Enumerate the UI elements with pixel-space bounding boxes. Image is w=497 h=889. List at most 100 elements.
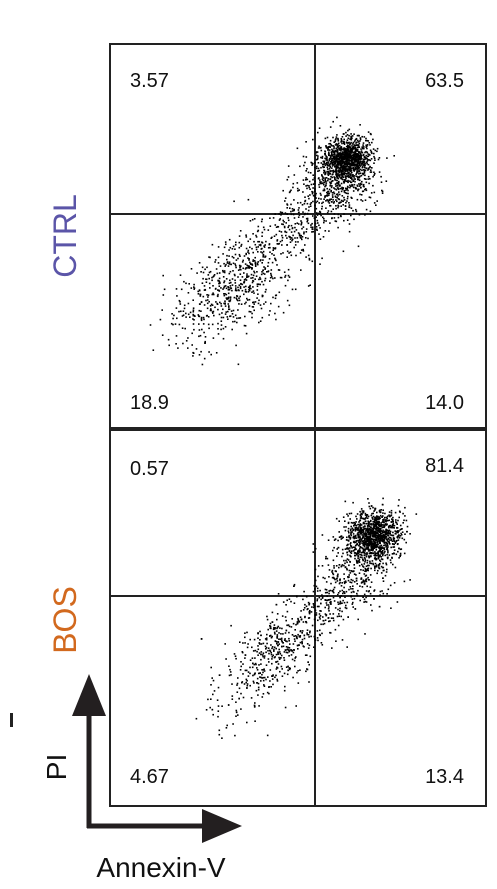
event-dot [293,230,296,233]
event-dot [180,288,183,291]
event-dot [219,281,221,284]
event-dot [388,514,390,516]
event-dot [352,190,355,192]
event-dot [200,310,202,312]
event-dot [294,629,296,631]
event-dot [339,168,342,171]
event-dot [365,565,368,567]
event-dot [162,274,164,277]
event-dot [340,538,343,540]
event-dot [361,180,363,183]
event-dot [228,261,231,263]
event-dot [298,233,301,235]
event-dot [340,159,343,162]
event-dot [360,164,362,166]
event-dot [360,150,363,152]
event-dot [339,173,341,176]
event-dot [335,188,338,191]
event-dot [234,279,236,282]
event-dot [360,508,363,510]
event-dot [252,259,255,261]
event-dot [223,271,226,274]
event-dot [328,152,330,155]
event-dot [331,165,334,167]
event-dot [272,277,274,280]
event-dot [248,310,251,313]
event-dot [281,615,284,617]
event-dot [257,654,259,656]
event-dot [388,525,391,527]
event-dot [327,162,330,164]
event-dot [230,674,232,676]
event-dot [365,137,367,140]
event-dot [255,689,258,692]
event-dot [333,153,336,155]
event-dot [324,163,326,165]
event-dot [386,534,389,536]
event-dot [339,154,342,156]
event-dot [162,294,165,296]
event-dot [359,556,362,558]
event-dot [368,528,370,531]
event-dot [389,543,391,545]
event-dot [372,548,374,551]
event-dot [356,170,358,172]
event-dot [381,538,383,540]
event-dot [349,169,351,171]
event-dot [372,521,375,523]
event-dot [370,529,372,531]
event-dot [383,530,386,533]
event-dot [226,254,228,257]
event-dot [261,669,263,671]
event-dot [375,565,378,568]
event-dot [364,530,367,532]
event-dot [379,545,381,547]
event-dot [364,543,367,546]
event-dot [267,270,269,273]
event-dot [355,559,358,562]
event-dot [283,689,286,692]
event-dot [297,202,299,204]
event-dot [351,137,353,140]
event-dot [355,210,358,213]
event-dot [325,177,328,179]
event-dot [378,510,381,513]
event-dot [366,538,368,541]
event-dot [350,555,352,558]
event-dot [309,188,311,190]
event-dot [362,183,365,186]
event-dot [358,530,361,532]
event-dot [320,166,322,169]
event-dot [367,528,369,530]
event-dot [327,179,329,182]
event-dot [332,202,335,204]
event-dot [378,567,381,570]
event-dot [312,590,315,593]
event-dot [312,215,314,217]
event-dot [235,289,238,292]
event-dot [298,211,300,214]
event-dot [298,207,300,209]
event-dot [207,323,210,326]
event-dot [237,714,239,716]
event-dot [331,194,334,196]
event-dot [187,337,189,339]
event-dot [267,647,270,649]
event-dot [364,579,367,582]
event-dot [326,191,328,194]
event-dot [344,500,347,503]
event-dot [287,279,289,282]
event-dot [187,347,189,349]
event-dot [302,609,305,611]
event-dot [385,538,388,541]
event-dot [219,265,222,267]
event-dot [358,173,360,175]
event-dot [203,331,205,334]
event-dot [389,584,392,587]
event-dot [359,531,361,533]
event-dot [342,151,344,153]
event-dot [348,588,350,591]
event-dot [212,679,215,682]
event-dot [330,603,332,605]
event-dot [342,140,344,143]
